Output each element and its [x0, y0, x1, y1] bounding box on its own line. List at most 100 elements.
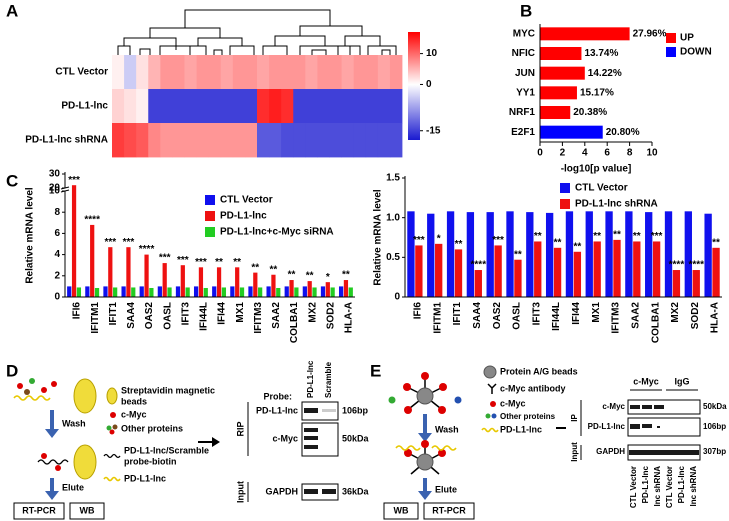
bar [474, 270, 482, 297]
bar [149, 287, 154, 297]
bar [144, 254, 149, 297]
heatmap-cell [365, 55, 379, 90]
significance-label: *** [651, 231, 663, 242]
y-tick-label: 2 [54, 270, 60, 281]
bar [180, 265, 185, 297]
x-tick-label: MX2 [670, 302, 681, 323]
x-tick-label: IFIT3 [180, 302, 191, 326]
bar [167, 287, 172, 297]
heatmap-cell [208, 55, 222, 90]
gel-box [301, 483, 339, 501]
dendrogram-branch [197, 37, 243, 46]
panel-e-gel: c-Myc IgG c-Myc PD-L1-lnc GAPDH 50kDa 10… [570, 376, 727, 508]
y-tick-label: 30 [49, 169, 61, 180]
bead [416, 453, 434, 471]
legend-label: DOWN [680, 47, 712, 58]
bar [712, 247, 720, 297]
significance-label: *** [104, 237, 116, 248]
heatmap-cell [353, 55, 367, 90]
legend-bead [483, 365, 497, 379]
heatmap-cell [172, 89, 185, 124]
gel-band [304, 428, 318, 432]
significance-label: ** [514, 249, 522, 260]
y-axis-label: Relative mRNA level [25, 187, 36, 284]
protein-dot [17, 383, 23, 389]
significance-label: ** [534, 231, 542, 242]
lane-label: CTL Vector [665, 466, 674, 508]
step-label: Wash [435, 424, 459, 434]
heatmap-cell [353, 123, 367, 158]
bar [545, 212, 554, 297]
gel-band [657, 426, 660, 428]
y-tick-label: 10 [49, 186, 61, 197]
heatmap-cell [293, 123, 306, 158]
legend-text: PD-L1-lnc [500, 424, 542, 434]
gel-label: Probe: [263, 391, 292, 401]
x-tick-label: SOD2 [325, 302, 336, 330]
heatmap-cell [196, 123, 210, 158]
gel-band [304, 489, 318, 494]
y-tick-label: 8 [54, 207, 60, 218]
significance-label: * [437, 233, 441, 244]
legend-text: Streptavidin magnetic [121, 385, 215, 395]
bar [348, 287, 353, 297]
output-box [423, 502, 475, 520]
category-label: MYC [513, 28, 535, 39]
output-label: WB [394, 505, 409, 515]
bar [486, 212, 494, 297]
x-tick-label: 4 [582, 148, 588, 159]
bead [73, 444, 97, 480]
bar [613, 239, 621, 297]
bead [73, 378, 97, 414]
legend-text: beads [121, 396, 147, 406]
heatmap-cell [341, 55, 355, 90]
bar-label: 13.74% [584, 48, 618, 59]
significance-label: ** [342, 270, 350, 281]
legend-label: CTL Vector [575, 183, 628, 194]
heatmap-cell [305, 89, 318, 124]
y-axis-label: Relative mRNA level [373, 189, 384, 286]
bar [633, 241, 641, 297]
bar-label: 27.96% [633, 28, 667, 39]
heatmap-cell [377, 55, 391, 90]
x-tick-label: COLBA1 [650, 302, 661, 344]
significance-label: ** [593, 231, 601, 242]
x-tick-label: MX1 [591, 302, 602, 323]
legend-dot [491, 413, 497, 419]
x-tick-label: OAS2 [492, 302, 503, 330]
category-label: E2F1 [511, 127, 535, 138]
bar [307, 281, 312, 297]
bar [704, 213, 712, 297]
bar [85, 286, 90, 297]
bar [76, 287, 82, 297]
significance-label: **** [471, 260, 487, 271]
bar [645, 212, 653, 297]
gel-size: 307bp [703, 447, 726, 456]
x-tick-label: SAA4 [472, 302, 483, 329]
significance-label: ** [306, 271, 314, 282]
group-label: IP [570, 414, 579, 422]
legend-label: CTL Vector [220, 195, 273, 206]
gel-row-label: GAPDH [265, 486, 298, 496]
bar [175, 286, 181, 297]
bar-label: 20.38% [573, 107, 607, 118]
protein-dot [403, 383, 411, 391]
heatmap-cell [305, 55, 318, 90]
heatmap-cell [389, 89, 403, 124]
x-tick-label: IFITM3 [253, 302, 264, 334]
heatmap-cell [184, 89, 197, 124]
heatmap-cell [341, 89, 355, 124]
bar [466, 212, 475, 297]
bar [573, 251, 582, 297]
heatmap-cell [244, 89, 258, 124]
dendrogram-branch [274, 35, 326, 46]
legend-swatch [560, 199, 570, 209]
panel-label: B [520, 1, 532, 20]
heatmap-cell [124, 55, 137, 90]
protein-dot [438, 406, 446, 414]
legend-text: c-Myc [500, 398, 526, 408]
heatmap-cell [208, 89, 222, 124]
gel-band [642, 405, 652, 409]
bar [221, 287, 227, 297]
legend-text: Other proteins [121, 423, 183, 433]
